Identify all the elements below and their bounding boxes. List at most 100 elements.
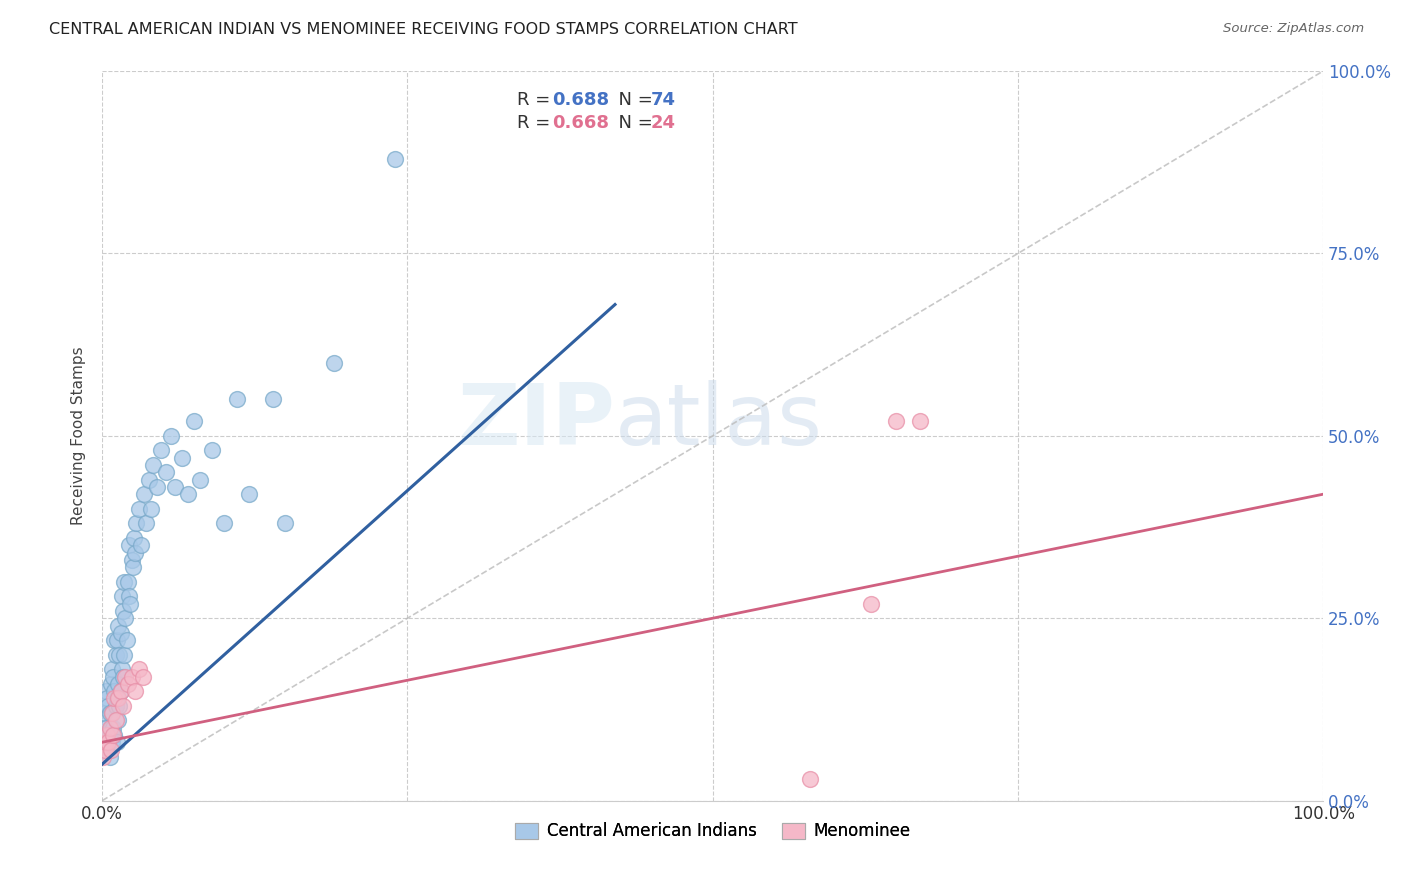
Point (96, 728, 118, 742)
Text: ZIP: ZIP (457, 380, 614, 463)
Point (139, 501, 162, 516)
Point (107, 677, 129, 691)
Point (112, 574, 135, 589)
Point (138, 473, 160, 487)
Point (111, 698, 134, 713)
Point (105, 735, 128, 749)
Point (188, 473, 211, 487)
Point (107, 714, 129, 728)
Point (103, 728, 125, 742)
Point (101, 735, 124, 749)
Point (107, 618, 129, 632)
Point (108, 698, 131, 713)
Text: N =: N = (607, 114, 659, 132)
Point (159, 429, 181, 443)
Text: 0.668: 0.668 (553, 114, 610, 132)
Point (165, 480, 187, 494)
Point (94, 735, 117, 749)
Text: 74: 74 (651, 91, 676, 109)
Point (225, 392, 247, 407)
Point (121, 670, 143, 684)
Point (96, 691, 118, 706)
Point (214, 516, 236, 531)
Point (125, 516, 148, 531)
Point (860, 597, 883, 611)
Point (110, 625, 132, 640)
Point (118, 590, 141, 604)
Point (96, 728, 118, 742)
Point (103, 633, 125, 648)
Point (103, 670, 125, 684)
Point (131, 670, 153, 684)
Point (97, 742, 120, 756)
Point (884, 414, 907, 428)
Point (94, 721, 117, 735)
Legend: Central American Indians, Menominee: Central American Indians, Menominee (509, 815, 917, 847)
Text: R =: R = (517, 91, 557, 109)
Point (132, 487, 155, 501)
Point (122, 531, 145, 545)
Point (238, 487, 260, 501)
Point (108, 648, 131, 662)
Point (155, 466, 177, 480)
Text: 0.688: 0.688 (553, 91, 610, 109)
Point (98, 706, 121, 720)
Point (100, 721, 122, 735)
Point (93, 735, 115, 749)
Point (114, 611, 136, 625)
Point (121, 560, 143, 574)
Point (104, 714, 127, 728)
Point (111, 662, 134, 676)
Text: Source: ZipAtlas.com: Source: ZipAtlas.com (1223, 22, 1364, 36)
Point (121, 553, 143, 567)
Point (93, 749, 115, 764)
Point (135, 516, 157, 531)
Point (183, 414, 205, 428)
Point (117, 574, 139, 589)
Point (262, 392, 284, 407)
Point (97, 735, 120, 749)
Point (114, 670, 136, 684)
Point (124, 545, 146, 559)
Point (128, 501, 150, 516)
Y-axis label: Receiving Food Stamps: Receiving Food Stamps (72, 346, 86, 525)
Point (103, 684, 125, 698)
Point (111, 590, 134, 604)
Point (94, 684, 117, 698)
Text: 24: 24 (651, 114, 676, 132)
Point (110, 684, 132, 698)
Point (93, 706, 115, 720)
Point (93, 742, 115, 756)
Point (107, 691, 129, 706)
Point (97, 698, 120, 713)
Text: CENTRAL AMERICAN INDIAN VS MENOMINEE RECEIVING FOOD STAMPS CORRELATION CHART: CENTRAL AMERICAN INDIAN VS MENOMINEE REC… (49, 22, 797, 37)
Text: N =: N = (607, 91, 659, 109)
Point (799, 772, 821, 786)
Point (129, 538, 152, 552)
Point (146, 480, 169, 494)
Point (100, 677, 122, 691)
Point (118, 538, 141, 552)
Point (100, 742, 122, 756)
Point (112, 648, 135, 662)
Point (105, 633, 128, 648)
Point (101, 662, 124, 676)
Point (104, 698, 127, 713)
Point (111, 670, 134, 684)
Text: R =: R = (517, 114, 557, 132)
Point (124, 684, 146, 698)
Point (120, 597, 142, 611)
Point (103, 691, 125, 706)
Point (323, 356, 346, 370)
Point (101, 706, 124, 720)
Point (104, 648, 127, 662)
Point (93, 742, 115, 756)
Point (384, 152, 406, 166)
Point (111, 604, 134, 618)
Point (910, 414, 932, 428)
Point (117, 677, 139, 691)
Point (103, 721, 125, 735)
Point (176, 487, 198, 501)
Point (128, 662, 150, 676)
Point (170, 450, 193, 465)
